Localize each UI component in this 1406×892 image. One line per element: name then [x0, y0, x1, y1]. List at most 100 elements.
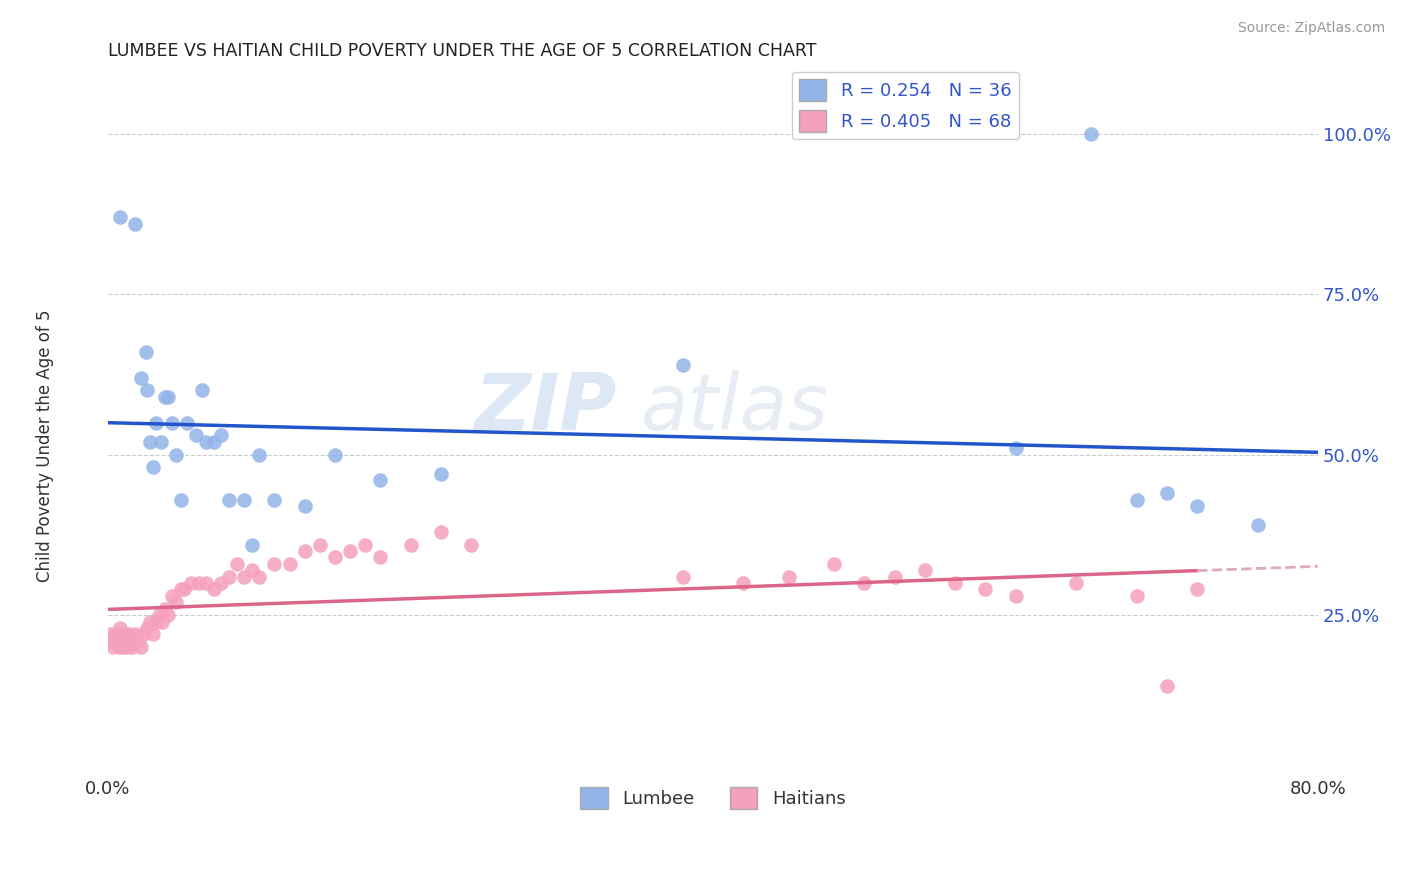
Point: [202, 582, 225, 597]
Point: [160, 589, 183, 603]
Text: Child Poverty Under the Age of 5: Child Poverty Under the Age of 5: [37, 310, 53, 582]
Point: [368, 550, 391, 565]
Point: [672, 358, 695, 372]
Text: ZIP: ZIP: [474, 370, 616, 447]
Point: [399, 537, 422, 551]
Point: [195, 434, 218, 449]
Point: [209, 576, 232, 591]
Point: [157, 390, 180, 404]
Point: [187, 576, 209, 591]
Point: [124, 217, 146, 231]
Point: [155, 390, 177, 404]
Point: [853, 576, 876, 591]
Point: [460, 537, 482, 551]
Point: [180, 576, 202, 591]
Point: [160, 416, 183, 430]
Text: atlas: atlas: [641, 370, 828, 447]
Point: [1246, 518, 1268, 533]
Point: [247, 569, 270, 583]
Point: [218, 492, 240, 507]
Point: [1004, 589, 1026, 603]
Point: [1125, 492, 1147, 507]
Text: Source: ZipAtlas.com: Source: ZipAtlas.com: [1237, 21, 1385, 35]
Point: [294, 544, 316, 558]
Point: [202, 434, 225, 449]
Point: [121, 640, 143, 655]
Point: [115, 633, 138, 648]
Point: [429, 524, 451, 539]
Point: [308, 537, 330, 551]
Point: [155, 601, 177, 615]
Point: [139, 434, 162, 449]
Point: [112, 640, 135, 655]
Point: [142, 460, 165, 475]
Point: [263, 557, 285, 571]
Point: [1064, 576, 1087, 591]
Point: [1080, 127, 1102, 141]
Point: [823, 557, 845, 571]
Point: [110, 633, 132, 648]
Point: [263, 492, 285, 507]
Point: [149, 434, 172, 449]
Point: [117, 640, 139, 655]
Point: [100, 627, 122, 641]
Point: [173, 582, 195, 597]
Point: [191, 384, 214, 398]
Point: [129, 640, 152, 655]
Point: [974, 582, 997, 597]
Point: [165, 448, 187, 462]
Point: [368, 473, 391, 487]
Point: [184, 428, 207, 442]
Point: [152, 615, 174, 629]
Point: [108, 211, 131, 225]
Point: [278, 557, 301, 571]
Point: [778, 569, 800, 583]
Point: [157, 608, 180, 623]
Point: [108, 621, 131, 635]
Point: [1125, 589, 1147, 603]
Text: LUMBEE VS HAITIAN CHILD POVERTY UNDER THE AGE OF 5 CORRELATION CHART: LUMBEE VS HAITIAN CHILD POVERTY UNDER TH…: [108, 42, 817, 60]
Point: [135, 345, 157, 359]
Point: [139, 615, 162, 629]
Point: [145, 615, 167, 629]
Point: [1185, 582, 1208, 597]
Point: [107, 640, 129, 655]
Point: [129, 370, 152, 384]
Point: [120, 633, 142, 648]
Point: [247, 448, 270, 462]
Point: [240, 537, 263, 551]
Point: [105, 633, 128, 648]
Point: [339, 544, 361, 558]
Point: [142, 627, 165, 641]
Point: [104, 627, 127, 641]
Point: [323, 550, 346, 565]
Point: [354, 537, 377, 551]
Point: [169, 492, 191, 507]
Point: [218, 569, 240, 583]
Point: [914, 563, 936, 577]
Point: [294, 499, 316, 513]
Point: [672, 569, 695, 583]
Point: [323, 448, 346, 462]
Point: [101, 640, 124, 655]
Point: [145, 416, 167, 430]
Point: [209, 428, 232, 442]
Point: [114, 627, 136, 641]
Point: [225, 557, 247, 571]
Point: [165, 595, 187, 609]
Point: [98, 633, 121, 648]
Point: [103, 633, 125, 648]
Point: [1185, 499, 1208, 513]
Point: [169, 582, 191, 597]
Point: [240, 563, 263, 577]
Point: [1156, 486, 1178, 500]
Point: [233, 492, 256, 507]
Point: [127, 633, 149, 648]
Point: [733, 576, 755, 591]
Point: [118, 627, 141, 641]
Point: [136, 384, 159, 398]
Point: [148, 608, 170, 623]
Point: [195, 576, 218, 591]
Point: [883, 569, 905, 583]
Point: [1156, 679, 1178, 693]
